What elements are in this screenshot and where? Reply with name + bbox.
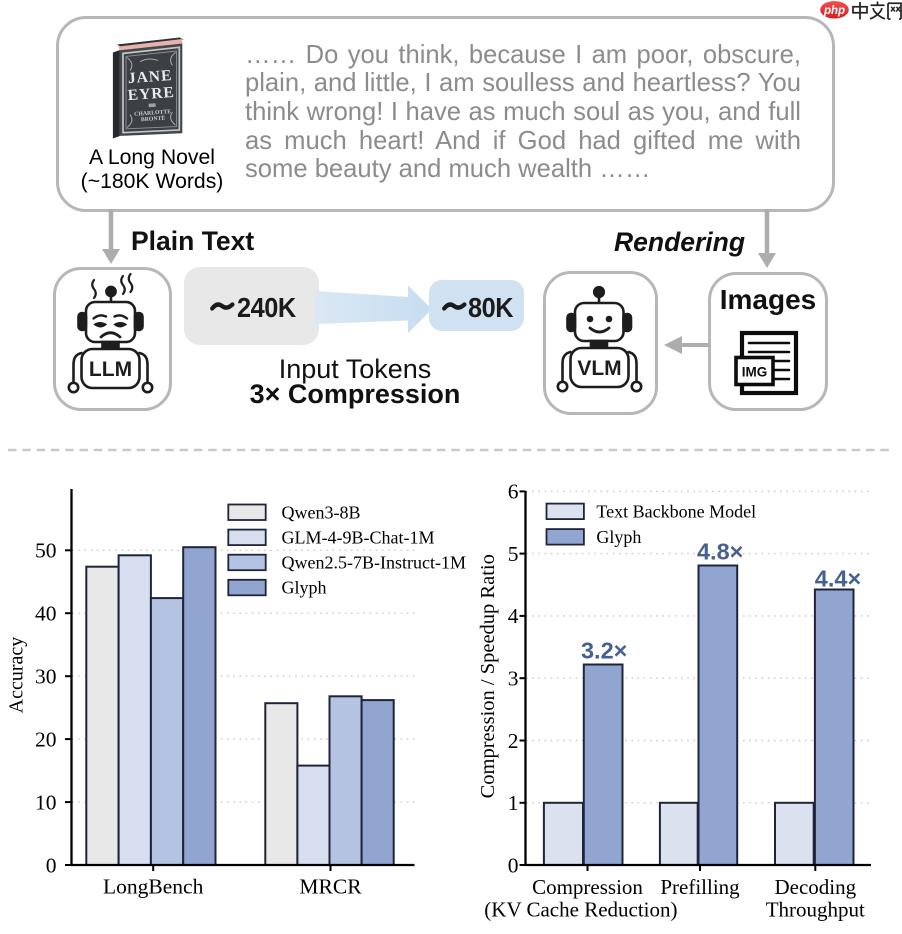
svg-text:MRCR: MRCR xyxy=(299,874,362,898)
svg-text:php: php xyxy=(823,5,845,17)
svg-text:Throughput: Throughput xyxy=(766,897,865,921)
svg-text:Compression / Speedup Ratio: Compression / Speedup Ratio xyxy=(477,554,499,798)
svg-text:Glyph: Glyph xyxy=(282,578,327,598)
svg-text:JANE: JANE xyxy=(127,67,173,87)
svg-text:3.2×: 3.2× xyxy=(581,637,627,663)
svg-text:Decoding: Decoding xyxy=(774,875,856,899)
svg-text:2: 2 xyxy=(508,729,519,753)
svg-text:1: 1 xyxy=(508,791,519,815)
svg-text:EYRE: EYRE xyxy=(127,84,175,104)
svg-text:Qwen2.5-7B-Instruct-1M: Qwen2.5-7B-Instruct-1M xyxy=(282,553,466,573)
svg-text:Prefilling: Prefilling xyxy=(660,875,740,899)
svg-text:40: 40 xyxy=(35,602,57,626)
svg-text:3: 3 xyxy=(508,667,519,691)
svg-text:5: 5 xyxy=(508,542,519,566)
svg-text:50: 50 xyxy=(35,539,57,563)
svg-text:Text Backbone Model: Text Backbone Model xyxy=(596,501,756,521)
svg-text:LLM: LLM xyxy=(89,358,132,381)
svg-text:Qwen3-8B: Qwen3-8B xyxy=(282,502,361,522)
svg-text:Accuracy: Accuracy xyxy=(6,637,28,714)
svg-text:LongBench: LongBench xyxy=(103,874,204,898)
svg-text:0: 0 xyxy=(508,853,519,877)
svg-text:(KV Cache Reduction): (KV Cache Reduction) xyxy=(484,897,677,921)
svg-text:4: 4 xyxy=(508,604,519,628)
svg-text:VLM: VLM xyxy=(577,357,621,380)
svg-text:Compression: Compression xyxy=(532,875,643,899)
svg-text:4.4×: 4.4× xyxy=(815,565,861,591)
svg-text:BRONTË: BRONTË xyxy=(141,115,166,124)
svg-text:0: 0 xyxy=(46,853,57,877)
svg-text:30: 30 xyxy=(35,665,57,689)
svg-text:4.8×: 4.8× xyxy=(697,538,743,564)
svg-text:CHARLOTTE: CHARLOTTE xyxy=(134,109,172,118)
svg-text:Glyph: Glyph xyxy=(596,527,641,547)
svg-text:IMG: IMG xyxy=(742,365,768,380)
svg-text:10: 10 xyxy=(35,790,57,814)
svg-text:GLM-4-9B-Chat-1M: GLM-4-9B-Chat-1M xyxy=(282,527,435,547)
svg-text:20: 20 xyxy=(35,727,57,751)
svg-text:6: 6 xyxy=(508,480,519,504)
